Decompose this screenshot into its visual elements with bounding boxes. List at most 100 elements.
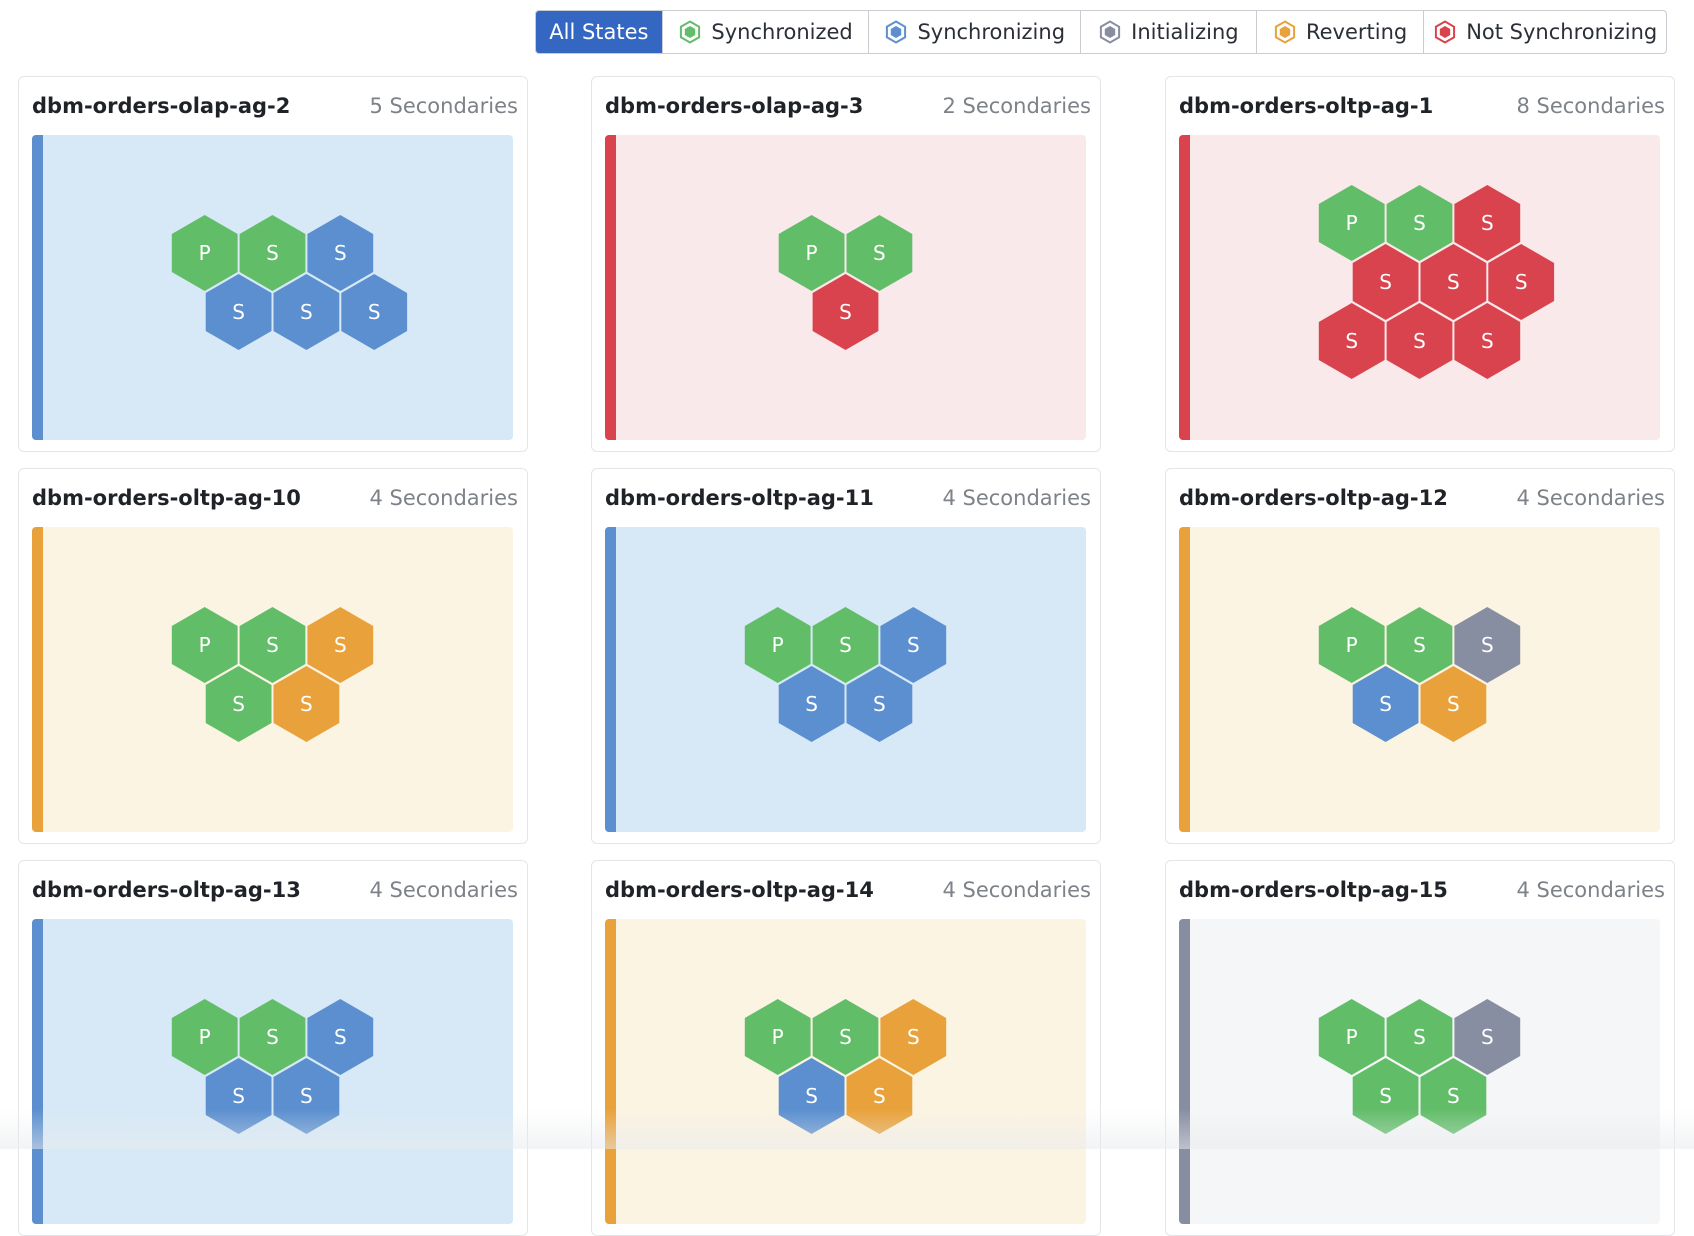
replica-hexagon bbox=[812, 999, 879, 1075]
secondary-replica-node[interactable]: S bbox=[1352, 244, 1419, 320]
hexagon-icon bbox=[678, 20, 702, 44]
replica-role-label: S bbox=[1447, 692, 1460, 716]
primary-replica-node[interactable]: P bbox=[171, 999, 238, 1075]
secondary-replica-node[interactable]: S bbox=[778, 1058, 845, 1134]
primary-replica-node[interactable]: P bbox=[744, 607, 811, 683]
availability-group-card[interactable]: dbm-orders-oltp-ag-15 4 Secondaries P S S S… bbox=[1165, 860, 1675, 1236]
secondary-replica-node[interactable]: S bbox=[1318, 303, 1385, 379]
replica-hexagon bbox=[307, 607, 374, 683]
secondary-replica-node[interactable]: S bbox=[1420, 666, 1487, 742]
replica-hexagon bbox=[1318, 607, 1385, 683]
filter-label: Initializing bbox=[1131, 20, 1239, 44]
group-name[interactable]: dbm-orders-olap-ag-3 bbox=[605, 94, 864, 118]
group-name[interactable]: dbm-orders-oltp-ag-13 bbox=[32, 878, 301, 902]
availability-group-card[interactable]: dbm-orders-oltp-ag-12 4 Secondaries P S S S… bbox=[1165, 468, 1675, 844]
group-name[interactable]: dbm-orders-oltp-ag-1 bbox=[1179, 94, 1434, 118]
filter-synchronizing-button[interactable]: Synchronizing bbox=[868, 11, 1080, 53]
secondary-replica-node[interactable]: S bbox=[880, 607, 947, 683]
secondary-replica-node[interactable]: S bbox=[307, 215, 374, 291]
availability-group-card[interactable]: dbm-orders-oltp-ag-13 4 Secondaries P S S S… bbox=[18, 860, 528, 1236]
state-filter-bar: All States Synchronized Synchronizing In… bbox=[535, 10, 1667, 54]
secondary-replica-node[interactable]: S bbox=[1352, 666, 1419, 742]
secondary-replica-node[interactable]: S bbox=[307, 999, 374, 1075]
secondary-replica-node[interactable]: S bbox=[273, 666, 340, 742]
availability-group-card[interactable]: dbm-orders-oltp-ag-11 4 Secondaries P S S S… bbox=[591, 468, 1101, 844]
primary-replica-node[interactable]: P bbox=[1318, 607, 1385, 683]
primary-replica-node[interactable]: P bbox=[171, 607, 238, 683]
secondary-replica-node[interactable]: S bbox=[239, 999, 306, 1075]
replica-panel: P S S S S bbox=[32, 527, 513, 832]
group-name[interactable]: dbm-orders-oltp-ag-14 bbox=[605, 878, 874, 902]
primary-replica-node[interactable]: P bbox=[778, 215, 845, 291]
secondary-replica-node[interactable]: S bbox=[1420, 1058, 1487, 1134]
secondary-replica-node[interactable]: S bbox=[1386, 185, 1453, 261]
secondary-replica-node[interactable]: S bbox=[1454, 185, 1521, 261]
hexagon-icon bbox=[1433, 20, 1457, 44]
replica-hex-cluster: P S S S S bbox=[744, 607, 947, 742]
primary-replica-node[interactable]: P bbox=[1318, 185, 1385, 261]
secondary-replica-node[interactable]: S bbox=[846, 215, 913, 291]
secondary-replica-node[interactable]: S bbox=[1488, 244, 1555, 320]
availability-group-card[interactable]: dbm-orders-oltp-ag-14 4 Secondaries P S S S… bbox=[591, 860, 1101, 1236]
group-name[interactable]: dbm-orders-oltp-ag-11 bbox=[605, 486, 874, 510]
secondary-replica-node[interactable]: S bbox=[239, 607, 306, 683]
group-name[interactable]: dbm-orders-oltp-ag-12 bbox=[1179, 486, 1448, 510]
secondary-replica-node[interactable]: S bbox=[1454, 303, 1521, 379]
secondary-replica-node[interactable]: S bbox=[341, 274, 408, 350]
card-header: dbm-orders-olap-ag-2 5 Secondaries bbox=[32, 91, 518, 121]
replica-hexagon bbox=[1420, 666, 1487, 742]
secondary-replica-node[interactable]: S bbox=[812, 999, 879, 1075]
replica-role-label: S bbox=[232, 300, 245, 324]
secondary-replica-node[interactable]: S bbox=[205, 274, 272, 350]
replica-role-label: S bbox=[1413, 633, 1426, 657]
replica-role-label: P bbox=[199, 1025, 211, 1049]
secondary-replica-node[interactable]: S bbox=[846, 666, 913, 742]
availability-group-card[interactable]: dbm-orders-oltp-ag-10 4 Secondaries P S S S… bbox=[18, 468, 528, 844]
availability-group-card[interactable]: dbm-orders-oltp-ag-1 8 Secondaries P S S S S… bbox=[1165, 76, 1675, 452]
secondary-replica-node[interactable]: S bbox=[273, 274, 340, 350]
replica-hexagon bbox=[307, 215, 374, 291]
secondary-replica-node[interactable]: S bbox=[846, 1058, 913, 1134]
state-stripe bbox=[1179, 527, 1190, 832]
secondary-replica-node[interactable]: S bbox=[812, 607, 879, 683]
replica-hexagon bbox=[1454, 607, 1521, 683]
secondary-replica-node[interactable]: S bbox=[1420, 244, 1487, 320]
filter-reverting-button[interactable]: Reverting bbox=[1255, 11, 1424, 53]
secondary-replica-node[interactable]: S bbox=[778, 666, 845, 742]
availability-group-card[interactable]: dbm-orders-olap-ag-2 5 Secondaries P S S S S… bbox=[18, 76, 528, 452]
secondary-replica-node[interactable]: S bbox=[205, 666, 272, 742]
replica-panel: P S S S S bbox=[605, 919, 1086, 1224]
filter-synchronized-button[interactable]: Synchronized bbox=[661, 11, 869, 53]
secondary-replica-node[interactable]: S bbox=[1454, 607, 1521, 683]
primary-replica-node[interactable]: P bbox=[744, 999, 811, 1075]
secondary-replica-node[interactable]: S bbox=[1386, 303, 1453, 379]
primary-replica-node[interactable]: P bbox=[1318, 999, 1385, 1075]
secondaries-count: 4 Secondaries bbox=[1516, 878, 1665, 902]
primary-replica-node[interactable]: P bbox=[171, 215, 238, 291]
secondaries-count: 4 Secondaries bbox=[369, 878, 518, 902]
secondary-replica-node[interactable]: S bbox=[239, 215, 306, 291]
secondary-replica-node[interactable]: S bbox=[307, 607, 374, 683]
secondary-replica-node[interactable]: S bbox=[1386, 607, 1453, 683]
secondary-replica-node[interactable]: S bbox=[1352, 1058, 1419, 1134]
group-name[interactable]: dbm-orders-oltp-ag-15 bbox=[1179, 878, 1448, 902]
group-name[interactable]: dbm-orders-olap-ag-2 bbox=[32, 94, 291, 118]
replica-role-label: S bbox=[873, 241, 886, 265]
replica-hexagon bbox=[1420, 244, 1487, 320]
secondary-replica-node[interactable]: S bbox=[812, 274, 879, 350]
availability-group-card[interactable]: dbm-orders-olap-ag-3 2 Secondaries P S S bbox=[591, 76, 1101, 452]
secondary-replica-node[interactable]: S bbox=[880, 999, 947, 1075]
replica-hex-cluster: P S S bbox=[778, 215, 913, 350]
filter-not-synchronizing-button[interactable]: Not Synchronizing bbox=[1423, 11, 1666, 53]
replica-hex-cluster: P S S S S bbox=[171, 999, 374, 1134]
secondary-replica-node[interactable]: S bbox=[1386, 999, 1453, 1075]
filter-all-states-button[interactable]: All States bbox=[536, 11, 662, 53]
replica-role-label: S bbox=[1481, 211, 1494, 235]
replica-hexagon bbox=[205, 274, 272, 350]
secondary-replica-node[interactable]: S bbox=[273, 1058, 340, 1134]
secondary-replica-node[interactable]: S bbox=[205, 1058, 272, 1134]
replica-role-label: S bbox=[805, 692, 818, 716]
group-name[interactable]: dbm-orders-oltp-ag-10 bbox=[32, 486, 301, 510]
filter-initializing-button[interactable]: Initializing bbox=[1080, 11, 1256, 53]
secondary-replica-node[interactable]: S bbox=[1454, 999, 1521, 1075]
